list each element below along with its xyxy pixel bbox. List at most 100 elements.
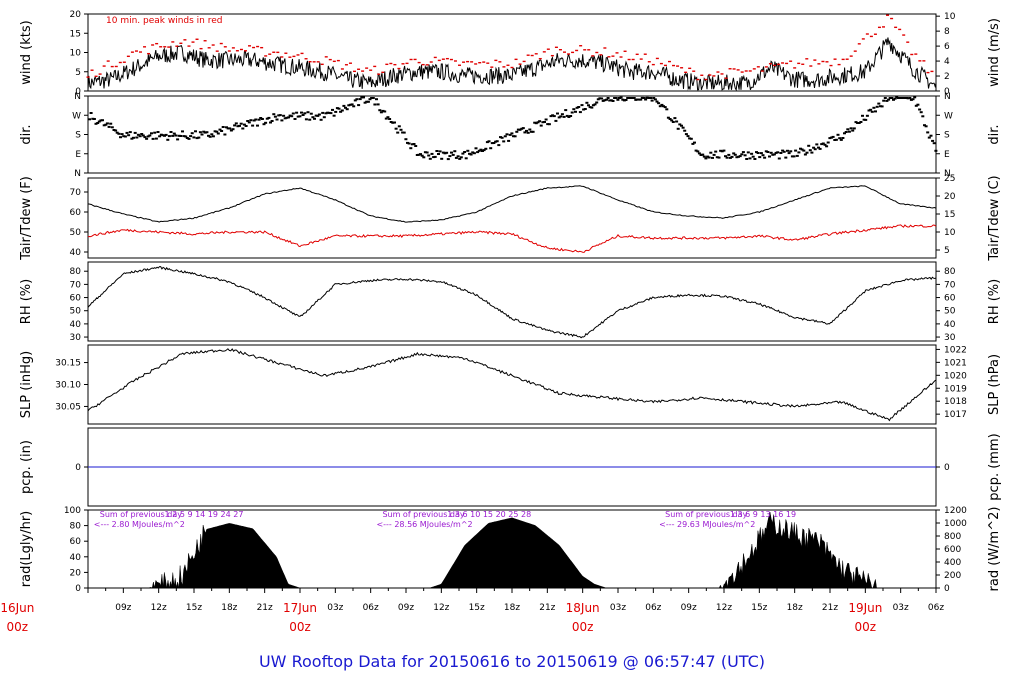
- dir-point: [913, 96, 917, 99]
- day-label-hour: 00z: [289, 620, 311, 634]
- dir-point: [852, 127, 856, 130]
- dir-point: [309, 112, 313, 115]
- dir-point: [182, 135, 186, 138]
- dir-point: [621, 98, 625, 101]
- dir-point: [577, 106, 581, 108]
- dir-point: [728, 156, 732, 159]
- dir-point: [549, 115, 553, 118]
- dir-point: [213, 130, 217, 133]
- dir-point: [148, 134, 152, 137]
- dir-point: [655, 100, 659, 103]
- dir-point: [905, 97, 908, 99]
- dir-point: [358, 98, 362, 101]
- dir-point: [694, 149, 698, 152]
- dir-point: [187, 137, 191, 140]
- dir-point: [601, 99, 605, 102]
- dir-point: [198, 131, 202, 134]
- y-axis-label-left-rad: rad(Lgly/hr): [19, 511, 34, 587]
- left-tick-label-wind: 5: [75, 68, 81, 78]
- dir-point: [668, 118, 672, 120]
- y-axis-label-left-temp: Tair/Tdew (F): [19, 176, 34, 261]
- time-tick-label: 15z: [751, 603, 767, 613]
- dir-point: [423, 151, 427, 154]
- dir-point: [197, 136, 201, 139]
- dir-point: [919, 111, 923, 114]
- dir-point: [189, 135, 193, 138]
- dir-point: [290, 115, 294, 118]
- dir-point: [666, 116, 670, 119]
- wind-line: [87, 37, 937, 92]
- dir-point: [345, 108, 349, 111]
- dir-point: [632, 97, 636, 99]
- left-tick-label-rad: 20: [70, 568, 82, 578]
- right-tick-label-rad: 0: [944, 584, 950, 594]
- dir-point: [921, 115, 925, 118]
- dir-point: [639, 98, 643, 101]
- dir-point: [438, 150, 442, 153]
- dir-point: [543, 121, 546, 123]
- right-tick-label-dir: N: [944, 92, 951, 102]
- dir-point: [529, 130, 533, 133]
- y-axis-label-right-dir: dir.: [987, 124, 1002, 144]
- dir-point: [317, 113, 321, 116]
- dir-point: [513, 135, 517, 138]
- dir-point: [795, 154, 799, 157]
- dir-point: [262, 123, 266, 126]
- right-tick-label-slp: 1017: [944, 410, 967, 420]
- time-tick-label: 18z: [221, 603, 237, 613]
- dir-point: [379, 111, 383, 114]
- right-tick-label-wind: 0: [944, 87, 950, 97]
- dir-point: [808, 149, 812, 152]
- dir-point: [440, 157, 444, 160]
- dir-point: [720, 150, 724, 153]
- dir-point: [600, 97, 604, 100]
- dir-point: [402, 131, 406, 134]
- dir-point: [551, 114, 555, 117]
- dir-point: [660, 103, 664, 106]
- dir-point: [236, 125, 240, 128]
- dir-point: [313, 117, 316, 120]
- dir-point: [335, 107, 339, 110]
- dir-point: [468, 152, 471, 155]
- dir-point: [414, 145, 418, 147]
- dir-point: [207, 134, 210, 137]
- dir-point: [833, 139, 837, 141]
- dir-point: [360, 96, 364, 99]
- dir-point: [564, 109, 568, 112]
- dir-point: [495, 140, 499, 143]
- dir-point: [300, 111, 303, 114]
- rad-hour-marks: 1 3 6 9 13 16 19: [730, 510, 796, 519]
- y-axis-label-right-pcp: pcp. (mm): [987, 433, 1002, 500]
- dir-point: [510, 132, 514, 135]
- time-tick-label: 03z: [610, 603, 626, 613]
- dir-point: [420, 154, 424, 157]
- dir-point: [104, 123, 108, 126]
- rad-hour-marks: 1 2 5 9 14 19 24 27: [165, 510, 244, 519]
- dir-point: [874, 110, 877, 113]
- dir-point: [443, 152, 447, 155]
- left-tick-label-rad: 60: [70, 537, 82, 547]
- dir-point: [813, 148, 817, 151]
- left-tick-label-rh: 80: [70, 267, 82, 277]
- dir-point: [717, 156, 721, 159]
- dir-point: [251, 124, 255, 127]
- time-tick-label: 09z: [398, 603, 414, 613]
- dir-point: [557, 116, 561, 119]
- y-axis-label-right-wind: wind (m/s): [987, 18, 1002, 87]
- dir-point: [247, 121, 251, 124]
- dir-point: [355, 98, 359, 101]
- dir-point: [539, 124, 543, 127]
- dir-point: [99, 119, 103, 122]
- dir-point: [101, 119, 104, 122]
- dir-point: [800, 148, 804, 151]
- dir-point: [520, 127, 524, 130]
- dir-point: [326, 111, 330, 114]
- dir-point: [122, 135, 126, 138]
- dir-point: [587, 104, 590, 107]
- dir-point: [287, 116, 290, 119]
- dir-point: [882, 99, 886, 102]
- dir-point: [246, 120, 250, 122]
- dir-point: [609, 99, 613, 102]
- dir-point: [686, 135, 690, 138]
- time-tick-label: 06z: [645, 603, 661, 613]
